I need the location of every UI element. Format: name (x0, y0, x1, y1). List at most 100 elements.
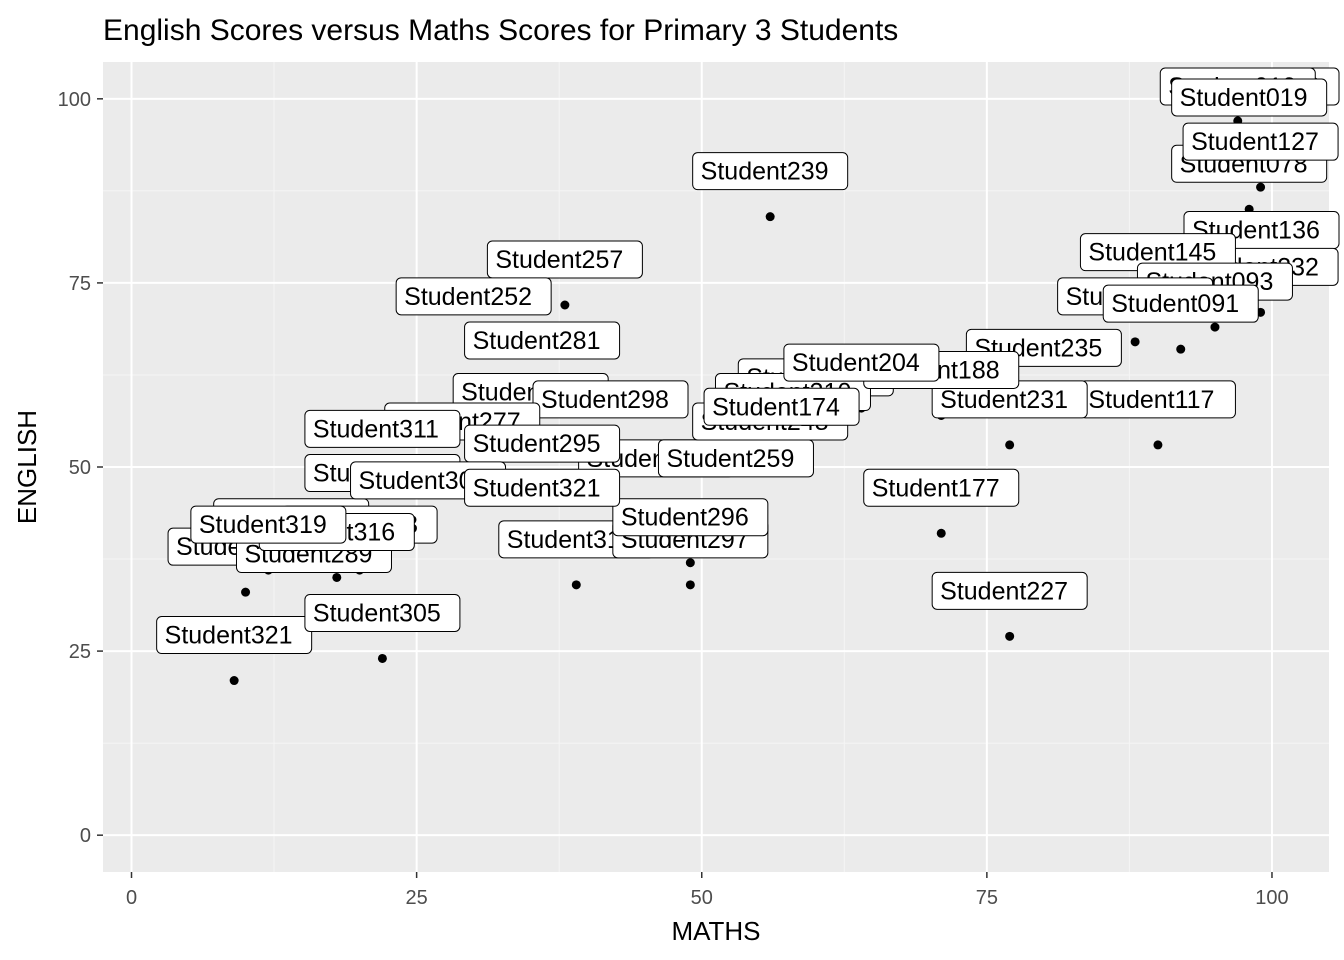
point-label-box (863, 468, 1020, 507)
point-label-text: Student231 (940, 386, 1068, 414)
data-point (685, 558, 695, 568)
data-point (685, 580, 695, 590)
point-label: Student281 (464, 321, 621, 360)
point-label: Student227 (931, 571, 1088, 610)
point-label: Student231 (931, 380, 1088, 419)
point-label-text: Student298 (541, 386, 669, 414)
data-point (560, 300, 570, 310)
point-label: Student298 (532, 380, 689, 419)
point-label-text: Student252 (404, 283, 532, 311)
point-label-box (395, 277, 552, 316)
x-tick-label: 100 (1255, 887, 1288, 909)
point-label: Student259 (657, 439, 814, 478)
point-label-box (464, 321, 621, 360)
data-point (571, 580, 581, 590)
data-point (377, 653, 387, 663)
point-label: Student321 (464, 468, 621, 507)
point-label-text: Student311 (313, 415, 439, 443)
data-point (1256, 182, 1266, 192)
point-label-text: Student019 (1180, 84, 1308, 112)
point-label-box (1102, 284, 1259, 323)
point-label-text: Student145 (1088, 239, 1216, 267)
point-label: Student091 (1102, 284, 1259, 323)
point-label-box (703, 387, 860, 426)
point-label-box (612, 498, 769, 537)
point-label-text: Student321 (473, 474, 601, 502)
point-label: Student296 (612, 498, 769, 537)
point-label: Student321 (156, 616, 313, 655)
point-label-box (304, 593, 461, 632)
y-axis-title: ENGLISH (12, 410, 42, 524)
point-label: Student305 (304, 593, 461, 632)
point-label-text: Student319 (199, 511, 327, 539)
data-point (241, 587, 251, 597)
point-label: Student177 (863, 468, 1020, 507)
point-label-box (1182, 122, 1339, 161)
point-label-box (783, 343, 940, 382)
point-label: Student252 (395, 277, 552, 316)
point-label: Student311 (304, 409, 461, 448)
y-tick-label: 100 (58, 89, 91, 111)
point-label-text: Student305 (313, 599, 441, 627)
point-label-text: Student204 (792, 349, 920, 377)
point-label-box (931, 571, 1088, 610)
point-label-text: Student227 (940, 577, 1068, 605)
point-label-text: Student174 (712, 393, 840, 421)
point-label-text: Student259 (666, 445, 794, 473)
point-label-box (304, 409, 461, 448)
point-label-text: Student295 (473, 430, 601, 458)
point-label-box (532, 380, 689, 419)
point-label: Student257 (486, 240, 643, 279)
point-label-box (692, 152, 849, 191)
point-label-text: Student177 (872, 474, 1000, 502)
point-label-text: Student091 (1111, 290, 1239, 318)
x-tick-label: 25 (406, 887, 428, 909)
point-labels: Student321Student305Student318Student289… (156, 67, 1340, 655)
point-label-text: Student127 (1191, 128, 1319, 156)
y-tick-label: 75 (69, 273, 91, 295)
data-point (936, 528, 946, 538)
point-label: Student319 (190, 505, 347, 544)
x-tick-label: 75 (976, 887, 998, 909)
point-label: Student127 (1182, 122, 1339, 161)
y-tick-label: 0 (80, 825, 91, 847)
point-label-text: Student117 (1088, 386, 1214, 414)
y-tick-label: 50 (69, 457, 91, 479)
y-axis-ticks: 0 25 50 75 100 (58, 89, 103, 847)
data-point (1153, 440, 1163, 450)
data-point (1210, 322, 1220, 332)
point-label-text: Student296 (621, 504, 749, 532)
data-point (1176, 344, 1186, 354)
point-label-box (156, 616, 313, 655)
data-point (1130, 337, 1140, 347)
point-label-box (1171, 78, 1328, 117)
data-point (1005, 440, 1015, 450)
point-label: Student239 (692, 152, 849, 191)
x-axis-ticks: 0 25 50 75 100 (126, 872, 1289, 909)
data-point (1005, 631, 1015, 641)
chart-title: English Scores versus Maths Scores for P… (103, 14, 898, 47)
point-label-box (486, 240, 643, 279)
point-label-text: Student321 (165, 622, 293, 650)
point-label: Student019 (1171, 78, 1328, 117)
point-label: Student295 (464, 424, 621, 463)
point-label: Student174 (703, 387, 860, 426)
point-label-text: Student257 (495, 246, 623, 274)
point-label-box (190, 505, 347, 544)
data-point (765, 212, 775, 222)
point-label: Student117 (1079, 380, 1236, 419)
x-axis-title: MATHS (671, 916, 760, 946)
point-label-box (464, 424, 621, 463)
point-label: Student145 (1079, 233, 1236, 272)
point-label-text: Student281 (473, 327, 601, 355)
point-label-box (464, 468, 621, 507)
x-tick-label: 50 (691, 887, 713, 909)
point-label: Student204 (783, 343, 940, 382)
point-label-text: Student239 (701, 158, 829, 186)
data-point (332, 572, 342, 582)
data-point (229, 676, 239, 686)
x-tick-label: 0 (126, 887, 137, 909)
y-tick-label: 25 (69, 641, 91, 663)
